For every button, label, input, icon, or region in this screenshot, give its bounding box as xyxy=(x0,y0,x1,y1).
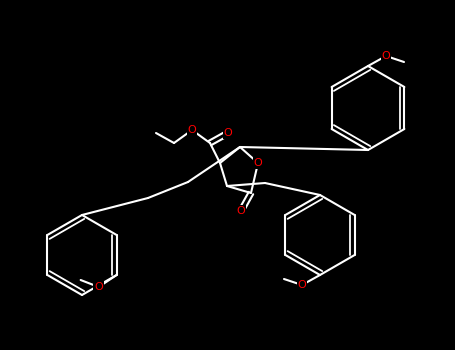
Text: O: O xyxy=(253,158,263,168)
Text: O: O xyxy=(382,51,390,61)
Text: O: O xyxy=(298,280,306,290)
Text: O: O xyxy=(187,125,197,135)
Text: O: O xyxy=(94,282,103,292)
Text: O: O xyxy=(237,206,245,216)
Text: O: O xyxy=(223,128,233,138)
